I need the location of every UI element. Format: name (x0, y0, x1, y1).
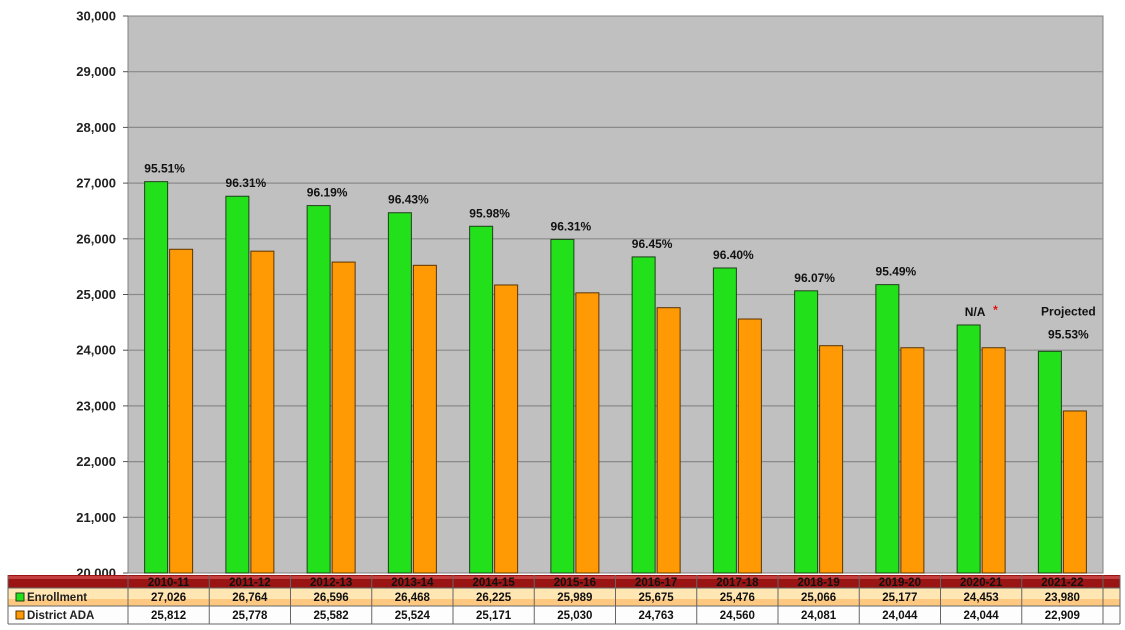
enrollment-bar (631, 256, 656, 574)
district-ada-bar (575, 292, 600, 574)
district-ada-value: 24,763 (639, 610, 674, 622)
district-ada-value: 24,560 (720, 610, 755, 622)
enrollment-bar (1037, 350, 1062, 574)
district-ada-value: 24,044 (882, 610, 918, 622)
category-label: 2014-15 (473, 577, 516, 589)
y-tick-label: 26,000 (76, 231, 116, 246)
y-tick-label: 30,000 (76, 9, 116, 24)
enrollment-value: 24,453 (964, 592, 999, 604)
enrollment-bar (794, 290, 819, 574)
table-row-district-ada (8, 606, 1120, 624)
attendance-rate-label: 96.40% (713, 248, 754, 262)
district-ada-bar (900, 347, 925, 574)
y-tick-label: 27,000 (76, 176, 116, 191)
attendance-rate-label: 96.19% (307, 186, 348, 200)
enrollment-value: 26,468 (395, 592, 431, 604)
enrollment-value: 26,225 (476, 592, 512, 604)
asterisk-mark: * (993, 303, 998, 317)
category-label: 2012-13 (310, 577, 352, 589)
enrollment-legend-swatch (15, 592, 25, 602)
enrollment-value: 26,596 (314, 592, 349, 604)
district-ada-value: 25,524 (395, 610, 431, 622)
district-ada-row-label: District ADA (27, 610, 94, 622)
y-tick-label: 21,000 (76, 510, 116, 525)
y-tick-label: 22,000 (76, 454, 116, 469)
category-label: 2016-17 (635, 577, 677, 589)
enrollment-value: 25,675 (639, 592, 675, 604)
category-label: 2021-22 (1041, 577, 1083, 589)
attendance-rate-label: N/A (965, 305, 986, 319)
attendance-rate-label: 96.31% (551, 219, 592, 233)
category-label: 2010-11 (148, 577, 190, 589)
y-tick-label: 28,000 (76, 120, 116, 135)
enrollment-bar (225, 195, 250, 574)
district-ada-bar (412, 264, 437, 574)
district-ada-bar (169, 248, 194, 574)
attendance-rate-label: 96.31% (226, 176, 267, 190)
district-ada-bar (819, 345, 844, 574)
category-label: 2019-20 (879, 577, 921, 589)
enrollment-bar (875, 284, 900, 574)
enrollment-value: 25,177 (882, 592, 917, 604)
enrollment-bar (144, 181, 169, 574)
enrollment-value: 25,989 (557, 592, 592, 604)
enrollment-value: 25,476 (720, 592, 755, 604)
attendance-rate-label: 96.45% (632, 237, 673, 251)
projected-label: Projected (1041, 304, 1096, 318)
y-tick-label: 24,000 (76, 343, 116, 358)
category-label: 2013-14 (391, 577, 434, 589)
enrollment-bar (306, 205, 331, 574)
district-ada-bar (331, 261, 356, 574)
table-row-enrollment-shade (8, 599, 1120, 606)
district-ada-value: 25,812 (151, 610, 186, 622)
district-ada-bar (250, 250, 275, 574)
district-ada-value: 25,582 (314, 610, 349, 622)
district-ada-legend-swatch (15, 610, 25, 620)
attendance-rate-label: 95.98% (469, 206, 510, 220)
enrollment-bar (469, 225, 494, 574)
category-label: 2018-19 (798, 577, 840, 589)
category-label: 2011-12 (229, 577, 271, 589)
y-tick-label: 23,000 (76, 398, 116, 413)
district-ada-bar (981, 347, 1006, 574)
attendance-rate-label: 95.51% (144, 162, 185, 176)
district-ada-value: 24,081 (801, 610, 837, 622)
enrollment-value: 26,764 (232, 592, 268, 604)
y-tick-label: 29,000 (76, 64, 116, 79)
enrollment-value: 23,980 (1045, 592, 1080, 604)
y-tick-label: 25,000 (76, 287, 116, 302)
enrollment-bar (712, 267, 737, 574)
enrollment-value: 25,066 (801, 592, 836, 604)
district-ada-bar (1062, 410, 1087, 574)
enrollment-row-label: Enrollment (27, 592, 87, 604)
district-ada-value: 25,778 (232, 610, 268, 622)
category-label: 2017-18 (716, 577, 759, 589)
category-label: 2015-16 (554, 577, 596, 589)
enrollment-value: 27,026 (151, 592, 186, 604)
district-ada-value: 25,030 (557, 610, 592, 622)
category-label: 2020-21 (960, 577, 1003, 589)
enrollment-bar (550, 238, 575, 574)
table-header-highlight (8, 576, 1120, 579)
district-ada-value: 25,171 (476, 610, 512, 622)
district-ada-bar (494, 284, 519, 574)
attendance-rate-label: 95.53% (1048, 327, 1089, 341)
enrollment-bar (387, 212, 412, 574)
district-ada-value: 22,909 (1045, 610, 1080, 622)
district-ada-bar (737, 318, 762, 574)
attendance-rate-label: 95.49% (876, 265, 917, 279)
attendance-rate-label: 96.07% (794, 271, 835, 285)
district-ada-bar (656, 307, 681, 574)
district-ada-value: 24,044 (964, 610, 1000, 622)
attendance-rate-label: 96.43% (388, 193, 429, 207)
enrollment-bar (956, 324, 981, 574)
